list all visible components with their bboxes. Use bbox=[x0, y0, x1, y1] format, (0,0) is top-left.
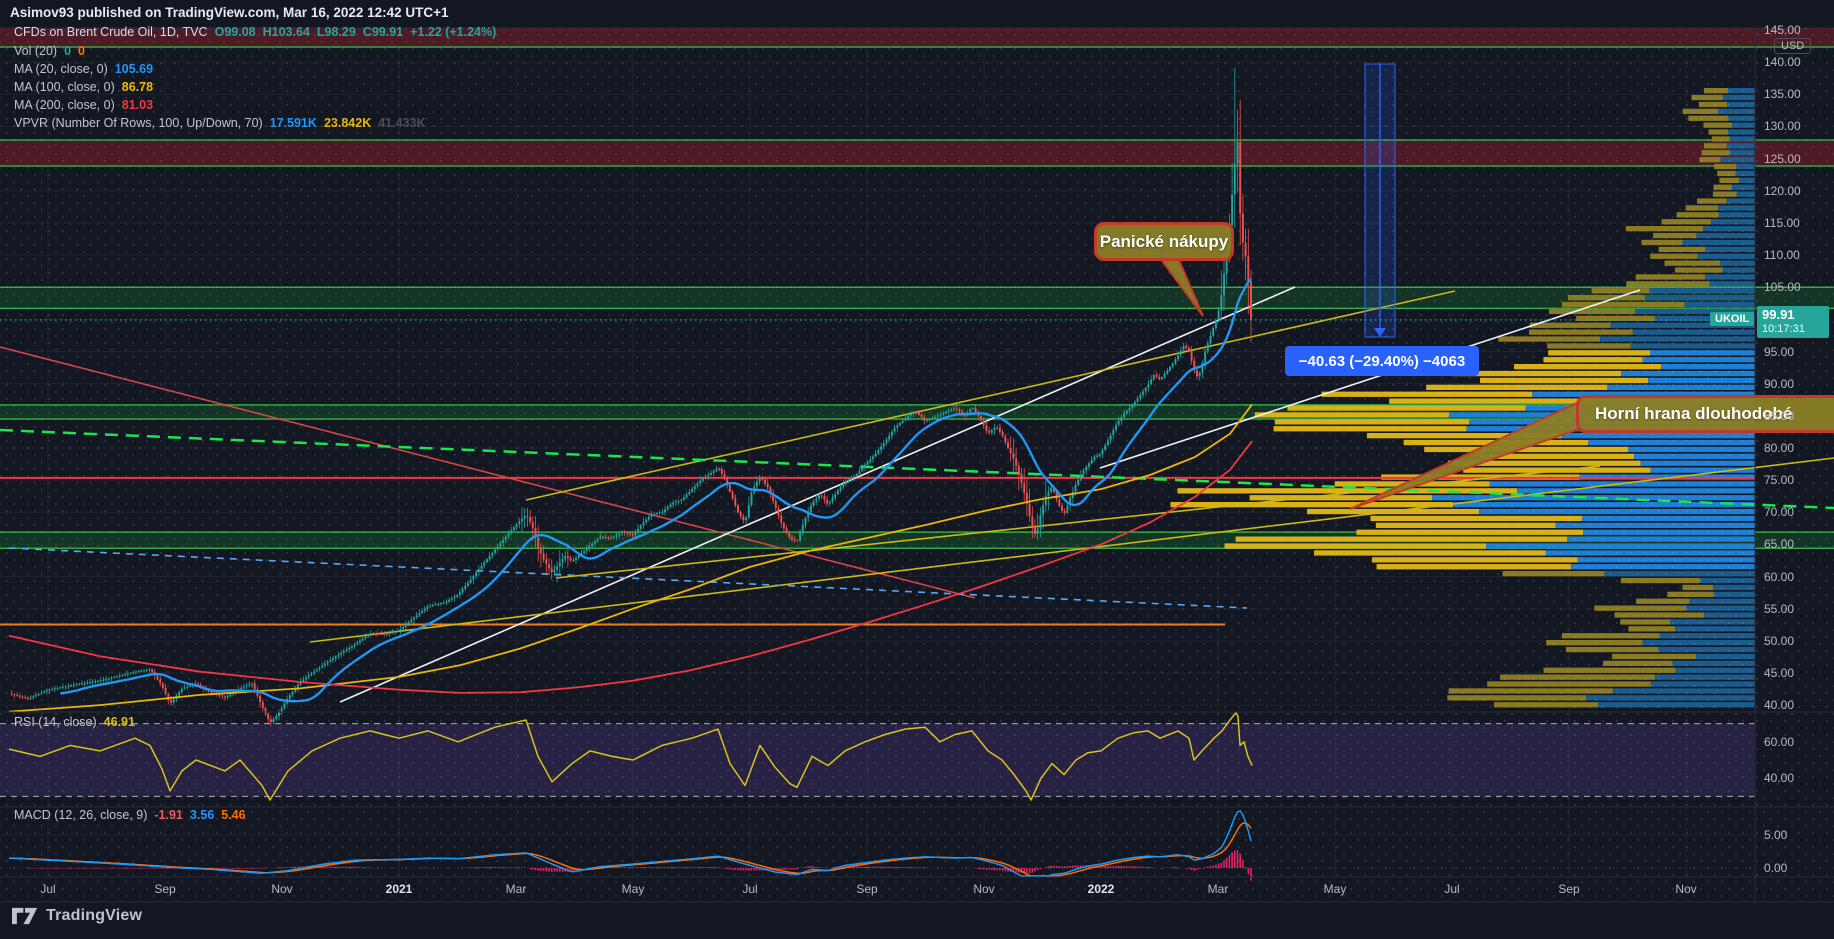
price-tick: 145.00 bbox=[1764, 23, 1801, 37]
time-tick-sep: Sep bbox=[154, 882, 176, 896]
indicator-value: 81.03 bbox=[121, 98, 154, 112]
indicator-value: O99.08 bbox=[214, 25, 256, 39]
indicator-value: C99.91 bbox=[362, 25, 404, 39]
price-tick: 115.00 bbox=[1764, 215, 1800, 230]
time-tick-jul: Jul bbox=[742, 882, 758, 896]
symbol-price-line-tag: UKOIL bbox=[1710, 312, 1755, 326]
price-tick: 85.00 bbox=[1764, 408, 1795, 423]
price-tick: 120.00 bbox=[1764, 183, 1801, 198]
time-tick-mar: Mar bbox=[505, 882, 527, 896]
indicator-label: MACD (12, 26, close, 9) bbox=[14, 808, 148, 822]
time-tick-jul: Jul bbox=[40, 882, 56, 896]
price-tick: 110.00 bbox=[1764, 248, 1800, 263]
price-tick: 40.00 bbox=[1764, 698, 1795, 713]
indicator-value: 105.69 bbox=[114, 62, 154, 76]
macd-pane-layer bbox=[8, 810, 1252, 881]
trendlines-layer bbox=[0, 286, 1834, 703]
rsi-pane-layer bbox=[0, 711, 1755, 801]
indicator-value: 86.78 bbox=[121, 80, 154, 94]
indicator-label: MA (100, close, 0) bbox=[14, 80, 115, 94]
rsi-tick: 60.00 bbox=[1764, 734, 1795, 749]
indicator-value: L98.29 bbox=[316, 25, 356, 39]
time-tick-sep: Sep bbox=[1558, 882, 1580, 896]
brand-text: TradingView bbox=[46, 907, 143, 924]
indicator-value: 46.91 bbox=[103, 715, 135, 729]
indicator-value: 17.591K bbox=[269, 116, 317, 130]
time-tick-may: May bbox=[1323, 882, 1347, 896]
indicator-label: VPVR (Number Of Rows, 100, Up/Down, 70) bbox=[14, 116, 263, 130]
publication-title: Asimov93 published on TradingView.com, M… bbox=[10, 5, 449, 20]
time-tick-sep: Sep bbox=[856, 882, 878, 896]
measure-tool-label[interactable]: −40.63 (−29.40%) −4063 bbox=[1285, 346, 1479, 376]
indicator-value: 5.46 bbox=[221, 808, 246, 822]
macd-tick: 5.00 bbox=[1764, 828, 1788, 842]
tradingview-logo-icon bbox=[12, 907, 38, 925]
price-tick: 65.00 bbox=[1764, 537, 1795, 552]
time-tick-jul: Jul bbox=[1444, 882, 1460, 896]
legend-row-symbol[interactable]: CFDs on Brent Crude Oil, 1D, TVC O99.08 H1… bbox=[14, 25, 496, 39]
candles-layer bbox=[10, 67, 1252, 727]
time-tick-nov: Nov bbox=[973, 882, 995, 896]
legend-row-rsi[interactable]: RSI (14, close) 46.91 bbox=[14, 715, 135, 729]
price-tick: 140.00 bbox=[1764, 55, 1801, 70]
price-tick: 90.00 bbox=[1764, 376, 1795, 391]
legend-row-vpvr[interactable]: VPVR (Number Of Rows, 100, Up/Down, 70) 1… bbox=[14, 116, 426, 130]
indicator-value: H103.64 bbox=[262, 25, 310, 39]
price-tick: 125.00 bbox=[1764, 151, 1801, 166]
annotation-bubble-upper-edge[interactable]: Horní hrana dlouhodobé bbox=[1576, 395, 1834, 433]
last-price-value: 99.91 bbox=[1762, 307, 1795, 322]
price-tick: 130.00 bbox=[1764, 119, 1801, 134]
indicator-value: 3.56 bbox=[189, 808, 215, 822]
time-tick-2021: 2021 bbox=[385, 882, 413, 896]
price-tick: 135.00 bbox=[1764, 87, 1801, 102]
indicator-label: Vol (20) bbox=[14, 44, 58, 58]
price-tick: 95.00 bbox=[1764, 344, 1795, 359]
measure-tool-layer bbox=[1364, 63, 1396, 338]
time-tick-nov: Nov bbox=[271, 882, 293, 896]
price-tick: 55.00 bbox=[1764, 601, 1795, 616]
legend-row-volume[interactable]: Vol (20) 0 0 bbox=[14, 44, 85, 58]
macd-tick: 0.00 bbox=[1764, 861, 1788, 875]
indicator-value: -1.91 bbox=[154, 808, 183, 822]
last-price-label: 99.91 10:17:31 bbox=[1757, 306, 1829, 338]
indicator-label: MA (200, close, 0) bbox=[14, 98, 115, 112]
indicator-value: 41.433K bbox=[378, 116, 426, 130]
indicator-value: 0 bbox=[64, 44, 72, 58]
indicator-label: MA (20, close, 0) bbox=[14, 62, 108, 76]
legend-row-ma100[interactable]: MA (100, close, 0) 86.78 bbox=[14, 80, 153, 94]
grid-layer bbox=[0, 28, 1755, 877]
moving-averages-layer bbox=[8, 278, 1253, 713]
currency-badge: USD bbox=[1774, 38, 1812, 54]
indicator-value: 23.842K bbox=[323, 116, 372, 130]
time-tick-nov: Nov bbox=[1675, 882, 1697, 896]
bar-countdown: 10:17:31 bbox=[1762, 323, 1805, 335]
legend-row-ma20[interactable]: MA (20, close, 0) 105.69 bbox=[14, 62, 153, 76]
arrow-down-icon bbox=[1374, 328, 1386, 337]
price-tick: 45.00 bbox=[1764, 666, 1795, 680]
rsi-tick: 40.00 bbox=[1764, 771, 1795, 786]
indicator-label: CFDs on Brent Crude Oil, 1D, TVC bbox=[14, 25, 208, 39]
separators-layer bbox=[0, 27, 1834, 903]
tradingview-logo[interactable]: TradingView bbox=[12, 906, 142, 926]
price-tick: 75.00 bbox=[1764, 473, 1795, 488]
indicator-value: 0 bbox=[78, 44, 85, 58]
price-tick: 50.00 bbox=[1764, 633, 1795, 648]
indicator-label: RSI (14, close) bbox=[14, 715, 97, 729]
price-tick: 80.00 bbox=[1764, 440, 1795, 455]
price-tick: 60.00 bbox=[1764, 569, 1795, 584]
price-tick: 105.00 bbox=[1764, 280, 1801, 295]
time-tick-2022: 2022 bbox=[1087, 882, 1115, 896]
legend-row-ma200[interactable]: MA (200, close, 0) 81.03 bbox=[14, 98, 153, 112]
annotation-bubble-panic-buying[interactable]: Panické nákupy bbox=[1094, 222, 1234, 261]
price-tick: 70.00 bbox=[1764, 505, 1795, 520]
time-tick-mar: Mar bbox=[1207, 882, 1229, 896]
time-tick-may: May bbox=[621, 882, 645, 896]
indicator-value: +1.22 (+1.24%) bbox=[410, 25, 497, 39]
legend-row-macd[interactable]: MACD (12, 26, close, 9) -1.91 3.56 5.46 bbox=[14, 808, 246, 822]
